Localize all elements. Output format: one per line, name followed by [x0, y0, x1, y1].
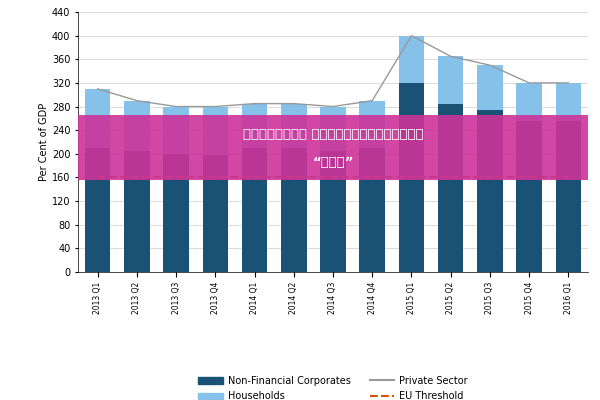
Bar — [320, 106, 346, 151]
Bar — [517, 121, 542, 272]
Bar — [203, 106, 228, 155]
Bar — [242, 104, 267, 148]
Bar — [359, 101, 385, 148]
Bar — [163, 106, 189, 154]
Bar — [477, 65, 503, 110]
Bar — [556, 121, 581, 272]
Bar — [438, 56, 463, 104]
Y-axis label: Per Cent of GDP: Per Cent of GDP — [39, 103, 49, 181]
Bar — [78, 116, 588, 180]
Bar — [359, 148, 385, 272]
Legend: Non-Financial Corporates, Households, Private Sector, EU Threshold: Non-Financial Corporates, Households, Pr… — [199, 376, 467, 400]
Bar — [163, 154, 189, 272]
Bar — [399, 83, 424, 272]
Bar — [438, 104, 463, 272]
Bar — [281, 148, 307, 272]
Bar — [85, 89, 110, 148]
Bar — [124, 151, 149, 272]
Bar — [124, 101, 149, 151]
Text: “零收费”: “零收费” — [312, 156, 354, 169]
Bar — [556, 83, 581, 121]
Bar — [517, 83, 542, 121]
Bar — [242, 148, 267, 272]
Text: 股票配资资金安全 广东：中小学生社会竞赛活动应: 股票配资资金安全 广东：中小学生社会竞赛活动应 — [242, 128, 424, 142]
Bar — [320, 151, 346, 272]
Bar — [85, 148, 110, 272]
Bar — [477, 110, 503, 272]
Bar — [399, 36, 424, 83]
Bar — [203, 155, 228, 272]
Bar — [281, 104, 307, 148]
